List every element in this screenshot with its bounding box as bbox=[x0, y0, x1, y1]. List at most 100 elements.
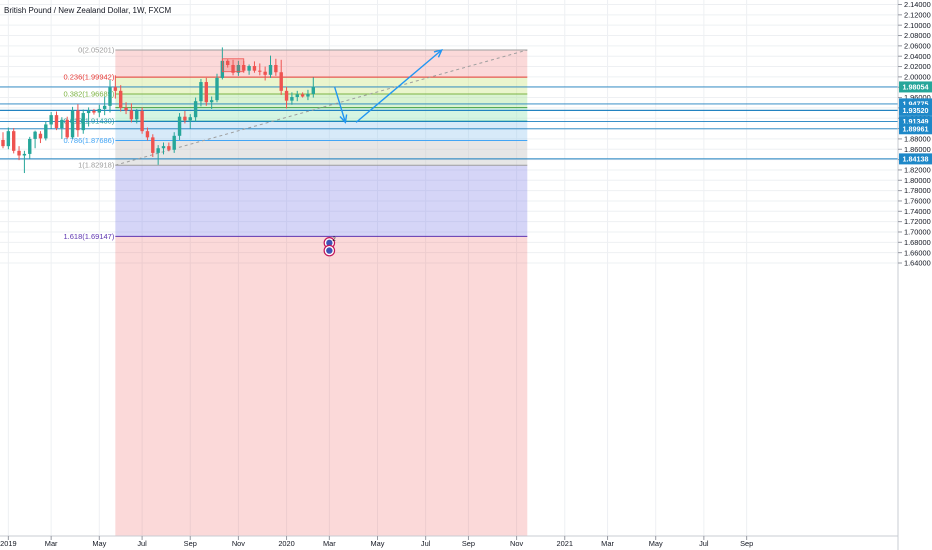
price-tick-label: 2.08000 bbox=[904, 31, 931, 40]
candle-body bbox=[311, 86, 315, 94]
candle-body bbox=[284, 90, 289, 101]
candle-body bbox=[135, 111, 139, 120]
price-tick-label: 2.04000 bbox=[904, 52, 931, 61]
price-tick-label: 1.82000 bbox=[904, 166, 931, 175]
chart-title: British Pound / New Zealand Dollar, 1W, … bbox=[4, 6, 172, 15]
price-tick-label: 1.96000 bbox=[904, 93, 931, 102]
candle-body bbox=[295, 94, 299, 98]
candle-body bbox=[258, 70, 262, 72]
horizontal-levels[interactable] bbox=[0, 86, 898, 160]
fib-zone bbox=[115, 77, 528, 94]
event-marker-flag bbox=[326, 247, 333, 254]
fib-zone bbox=[115, 93, 528, 108]
event-marker-flag bbox=[326, 239, 333, 247]
candle-body bbox=[252, 66, 257, 71]
price-tick-label: 1.88000 bbox=[904, 135, 931, 144]
fib-zone bbox=[115, 107, 528, 122]
fib-zone bbox=[115, 49, 528, 78]
candle-body bbox=[209, 100, 214, 103]
drawings-layer[interactable] bbox=[221, 48, 443, 124]
candle-body bbox=[38, 133, 43, 139]
candle-body bbox=[124, 107, 128, 111]
candle-body bbox=[306, 93, 310, 97]
fib-level-label: 0.382(1.96689) bbox=[63, 89, 114, 98]
trendline-layer[interactable] bbox=[115, 49, 528, 166]
candlestick-series bbox=[1, 47, 315, 174]
candle-body bbox=[226, 60, 230, 65]
price-tag bbox=[899, 123, 932, 135]
arrow-head bbox=[339, 114, 348, 124]
arrow-head bbox=[433, 48, 443, 58]
price-tick-label: 2.14000 bbox=[904, 0, 931, 9]
time-tick-label: Sep bbox=[462, 539, 475, 548]
candle-body bbox=[177, 116, 182, 136]
candle-body bbox=[119, 90, 123, 108]
candle-body bbox=[231, 64, 235, 73]
fib-level-label: 0.786(1.87686) bbox=[63, 136, 114, 145]
price-tick-label: 1.72000 bbox=[904, 217, 931, 226]
event-markers[interactable]: 2 bbox=[323, 237, 336, 257]
price-tick-label: 1.70000 bbox=[904, 228, 931, 237]
candle-body bbox=[65, 119, 69, 138]
time-tick-label: Mar bbox=[323, 539, 336, 548]
candle-body bbox=[247, 66, 251, 71]
candle-body bbox=[54, 115, 59, 129]
price-tick-label: 1.86000 bbox=[904, 145, 931, 154]
candle-body bbox=[70, 110, 75, 138]
price-tick-label: 1.64000 bbox=[904, 259, 931, 268]
arrow-line bbox=[355, 49, 443, 123]
candle-body bbox=[161, 146, 166, 149]
highlight-box bbox=[221, 58, 245, 73]
candle-body bbox=[167, 146, 171, 150]
candle-body bbox=[183, 116, 187, 121]
candle-body bbox=[129, 110, 134, 120]
candle-body bbox=[28, 138, 32, 154]
price-tick-label: 2.00000 bbox=[904, 72, 931, 81]
time-tick-label: 2019 bbox=[0, 539, 16, 548]
candle-body bbox=[92, 111, 96, 113]
price-tag-label: 1.98054 bbox=[903, 83, 929, 92]
fibonacci-retracement[interactable]: 0(2.05201) 0.236(1.99942) 0.382(1.96689) 0.… bbox=[63, 45, 528, 536]
candle-body bbox=[204, 82, 208, 103]
price-tag bbox=[899, 116, 932, 128]
candle-body bbox=[263, 71, 267, 75]
price-tag-label: 1.84138 bbox=[903, 154, 929, 163]
candle-body bbox=[49, 115, 53, 125]
fib-level-label: 1(1.82918) bbox=[78, 161, 115, 170]
candle-body bbox=[145, 131, 150, 138]
time-tick-label: Jul bbox=[699, 539, 709, 548]
fib-level-label: 0.236(1.99942) bbox=[63, 73, 114, 82]
candle-body bbox=[199, 82, 203, 102]
candle-body bbox=[6, 131, 11, 147]
time-axis[interactable]: 2019 Mar May Jul Sep Nov 2020 Mar May Jul Sep Nov 20… bbox=[0, 536, 753, 548]
price-tick-label: 2.02000 bbox=[904, 62, 931, 71]
candle-body bbox=[1, 139, 5, 147]
time-tick-label: 2021 bbox=[557, 539, 573, 548]
candle-body bbox=[113, 87, 118, 91]
price-tick-label: 2.12000 bbox=[904, 10, 931, 19]
price-tick-label: 2.10000 bbox=[904, 21, 931, 30]
candle-body bbox=[268, 64, 273, 75]
candle-body bbox=[151, 137, 155, 153]
candle-body bbox=[279, 72, 283, 91]
price-tag-label: 1.94775 bbox=[903, 99, 929, 108]
arrow-line bbox=[334, 87, 347, 123]
candle-body bbox=[215, 77, 219, 101]
time-tick-label: Mar bbox=[45, 539, 58, 548]
price-tick-label: 1.78000 bbox=[904, 186, 931, 195]
time-tick-label: Sep bbox=[740, 539, 753, 548]
price-tick-label: 1.66000 bbox=[904, 248, 931, 257]
time-tick-label: Mar bbox=[601, 539, 614, 548]
candle-body bbox=[108, 87, 112, 106]
candle-body bbox=[188, 117, 192, 121]
price-tick-label: 1.68000 bbox=[904, 238, 931, 247]
candle-body bbox=[17, 150, 21, 156]
candle-body bbox=[236, 64, 241, 73]
price-tag bbox=[899, 98, 932, 110]
price-tag bbox=[899, 153, 932, 165]
event-marker-count: 2 bbox=[332, 237, 336, 243]
candle-body bbox=[290, 97, 294, 101]
